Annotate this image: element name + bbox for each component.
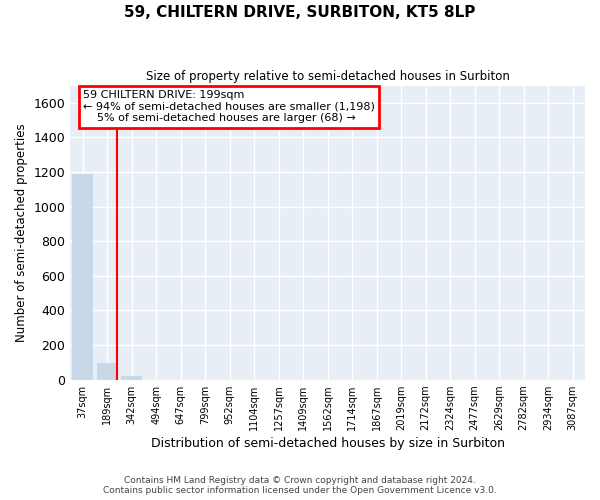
Text: 59 CHILTERN DRIVE: 199sqm
← 94% of semi-detached houses are smaller (1,198)
    : 59 CHILTERN DRIVE: 199sqm ← 94% of semi-… (83, 90, 375, 123)
Text: 59, CHILTERN DRIVE, SURBITON, KT5 8LP: 59, CHILTERN DRIVE, SURBITON, KT5 8LP (124, 5, 476, 20)
Bar (97, 363, 118, 380)
Y-axis label: Number of semi-detached properties: Number of semi-detached properties (15, 123, 28, 342)
Bar (72, 174, 93, 380)
Title: Size of property relative to semi-detached houses in Surbiton: Size of property relative to semi-detach… (146, 70, 509, 83)
X-axis label: Distribution of semi-detached houses by size in Surbiton: Distribution of semi-detached houses by … (151, 437, 505, 450)
Bar (121, 376, 142, 380)
Text: Contains HM Land Registry data © Crown copyright and database right 2024.
Contai: Contains HM Land Registry data © Crown c… (103, 476, 497, 495)
